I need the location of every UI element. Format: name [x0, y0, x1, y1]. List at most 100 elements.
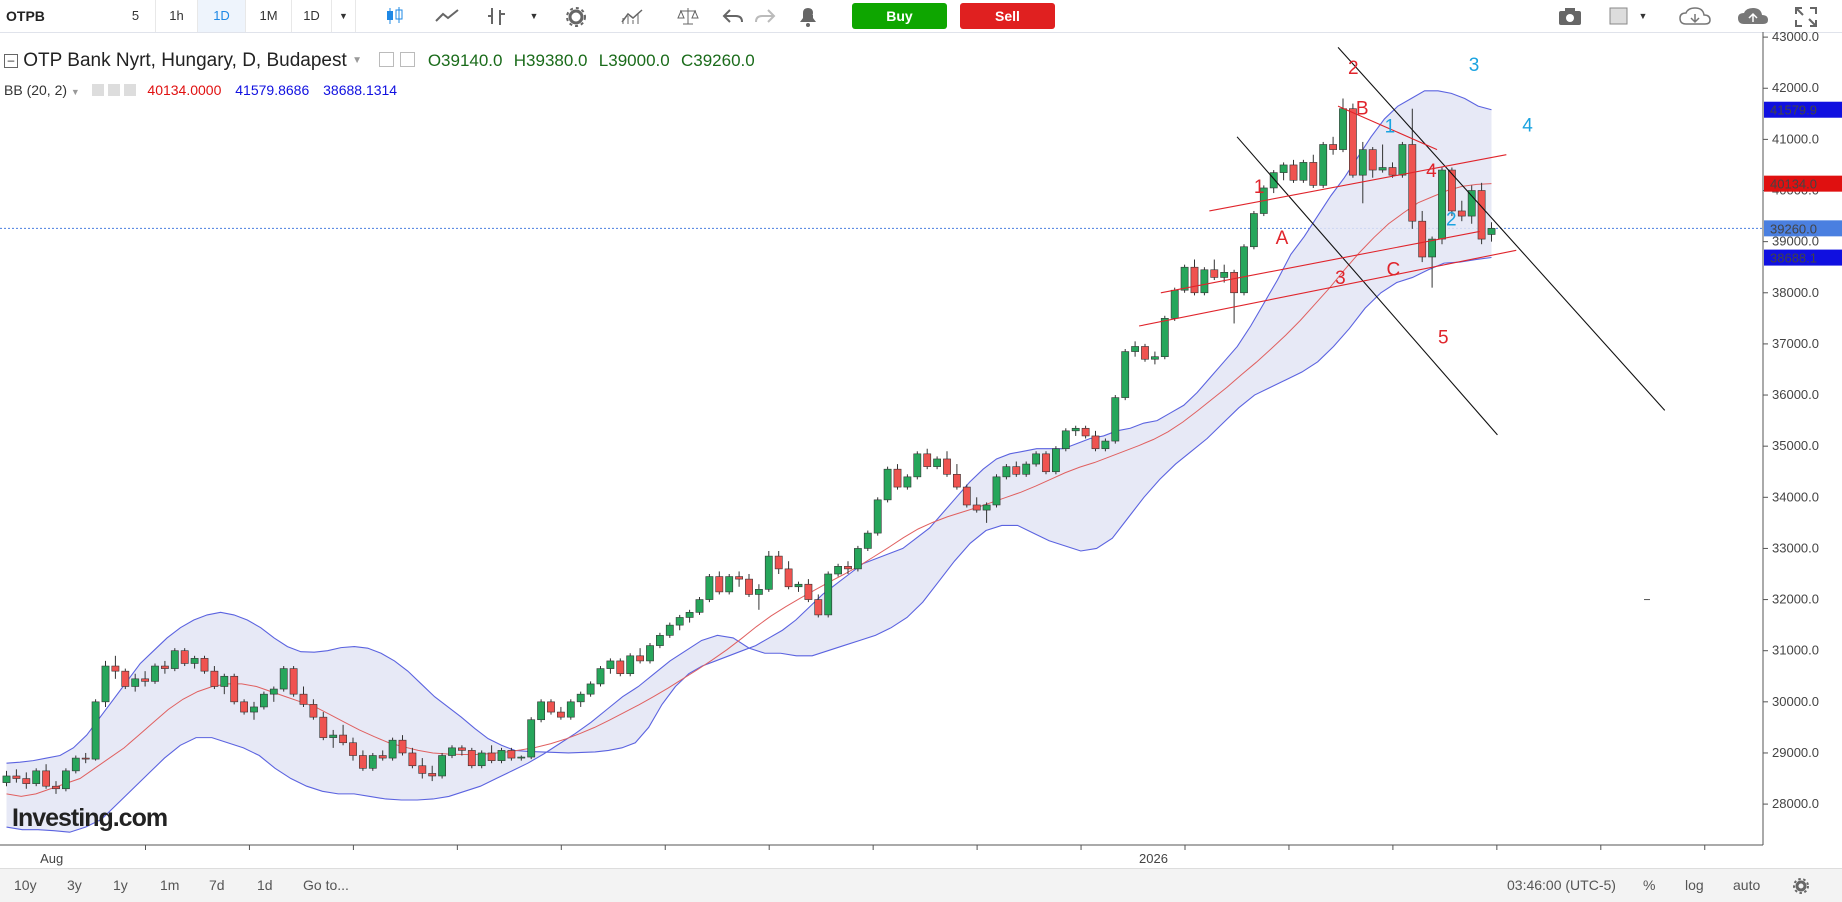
range-10y-button[interactable]: 10y	[14, 877, 37, 893]
candle-body	[685, 612, 694, 618]
price-chart[interactable]: 1 2 B A 3 C 4 5 1 2 3 4 5 28000.0 29000.0 30000.0 31000…	[0, 32, 1842, 868]
candle-body	[378, 755, 387, 759]
studies-icon[interactable]	[620, 6, 644, 26]
candle-body	[1081, 427, 1090, 437]
legend-title: OTP Bank Nyrt, Hungary, D, Budapest	[23, 50, 347, 71]
line-chart-type-icon[interactable]	[434, 6, 460, 26]
interval-1d-button[interactable]: 1D	[198, 0, 246, 32]
wave-label-red: 1	[1254, 177, 1265, 198]
candle-body	[962, 486, 971, 506]
legend-visibility-icon[interactable]	[379, 52, 395, 67]
compare-scale-icon[interactable]	[676, 6, 700, 26]
settings-gear-icon[interactable]	[1792, 877, 1810, 895]
candle-body	[220, 675, 229, 687]
time-tick-label: 2026	[1139, 851, 1168, 866]
cloud-upload-icon[interactable]	[1736, 6, 1770, 28]
cloud-download-icon[interactable]	[1678, 6, 1712, 28]
bb-visibility-icon[interactable]	[91, 84, 104, 96]
candle-body	[448, 747, 456, 756]
legend-collapse-icon[interactable]: –	[4, 54, 18, 68]
indicator-icon[interactable]	[486, 6, 510, 26]
price-tag-label: 39260.0	[1770, 221, 1817, 236]
candle-body	[863, 532, 872, 549]
candle-body	[71, 757, 80, 772]
alert-bell-icon[interactable]: +	[796, 6, 820, 28]
candle-body	[1190, 266, 1199, 294]
candle-body	[1368, 149, 1377, 171]
price-tick-label: 39000.0	[1772, 234, 1819, 249]
undo-icon[interactable]	[722, 6, 744, 26]
red-trendline	[1337, 105, 1438, 151]
bb-settings-icon[interactable]	[107, 84, 120, 96]
candle-body	[754, 589, 763, 595]
watermark-text: Investing.com	[12, 804, 168, 832]
candle-body	[1279, 164, 1288, 173]
interval-dropdown-button[interactable]: 1D	[292, 0, 332, 32]
range-7d-button[interactable]: 7d	[209, 877, 225, 893]
candle-body	[1418, 220, 1427, 258]
gear-icon[interactable]	[564, 6, 588, 28]
price-tick-label: 36000.0	[1772, 387, 1819, 402]
range-1m-button[interactable]: 1m	[160, 877, 180, 893]
price-tag-box	[1764, 249, 1842, 266]
chart-type-chevron-down-icon[interactable]: ▼	[529, 11, 539, 21]
layout-chevron-down-icon[interactable]: ▼	[1638, 11, 1648, 21]
log-scale-button[interactable]: log	[1685, 877, 1704, 893]
camera-icon[interactable]	[1557, 6, 1583, 26]
bb-name: BB (20, 2)	[4, 82, 68, 98]
buy-button[interactable]: Buy	[852, 3, 947, 29]
redo-icon[interactable]	[754, 6, 776, 26]
candle-body	[883, 468, 892, 501]
bb-close-icon[interactable]	[123, 84, 136, 96]
price-tick-label: 29000.0	[1772, 745, 1819, 760]
range-1y-button[interactable]: 1y	[113, 877, 128, 893]
candle-body	[418, 765, 427, 774]
price-tick-label: 35000.0	[1772, 438, 1819, 453]
price-tag-label: 41579.9	[1770, 103, 1817, 118]
interval-chevron-down-icon[interactable]: ▼	[332, 0, 356, 32]
trendlines-layer	[1138, 46, 1666, 601]
svg-text:+: +	[812, 10, 818, 21]
candle-body	[933, 458, 941, 467]
legend-open: O39140.0	[427, 51, 503, 70]
candle-body	[1467, 190, 1476, 217]
candle-body	[636, 655, 644, 662]
legend-settings-icon[interactable]	[399, 52, 415, 67]
layout-square-icon[interactable]	[1608, 6, 1630, 26]
bb-dropdown-icon[interactable]: ▼	[70, 87, 80, 97]
candle-body	[1408, 144, 1417, 222]
bollinger-band-fill	[6, 90, 1492, 833]
candles-chart-type-icon[interactable]	[382, 6, 406, 26]
candle-body	[151, 665, 159, 682]
sell-button[interactable]: Sell	[960, 3, 1055, 29]
candle-body	[735, 576, 743, 580]
symbol-field[interactable]: OTPB	[6, 8, 45, 24]
candle-body	[913, 453, 922, 478]
percent-scale-button[interactable]: %	[1643, 877, 1656, 893]
interval-1m-button[interactable]: 1M	[246, 0, 292, 32]
candle-body	[339, 734, 347, 744]
candle-body	[210, 670, 219, 687]
candle-body	[764, 555, 773, 590]
candle-body	[42, 770, 50, 787]
candle-body	[745, 578, 753, 595]
auto-scale-button[interactable]: auto	[1733, 877, 1761, 893]
interval-5-button[interactable]: 5	[116, 0, 156, 32]
legend-dropdown-icon[interactable]: ▼	[352, 55, 362, 66]
range-3y-button[interactable]: 3y	[67, 877, 82, 893]
candle-body	[358, 755, 367, 769]
candle-body	[1042, 453, 1050, 473]
candle-body	[507, 750, 516, 759]
interval-1h-button[interactable]: 1h	[156, 0, 198, 32]
candle-body	[1428, 238, 1436, 258]
price-axis: 28000.0 29000.0 30000.0 31000.0 32000.0 33000…	[1762, 32, 1819, 845]
candle-body	[1091, 435, 1100, 450]
fullscreen-icon[interactable]	[1794, 6, 1818, 28]
goto-button[interactable]: Go to...	[303, 877, 349, 893]
range-1d-button[interactable]: 1d	[257, 877, 273, 893]
candle-body	[943, 458, 951, 475]
wave-label-blue: 2	[1446, 209, 1457, 230]
candle-body	[12, 775, 21, 779]
candle-body	[1071, 427, 1080, 432]
candle-body	[1388, 167, 1397, 176]
